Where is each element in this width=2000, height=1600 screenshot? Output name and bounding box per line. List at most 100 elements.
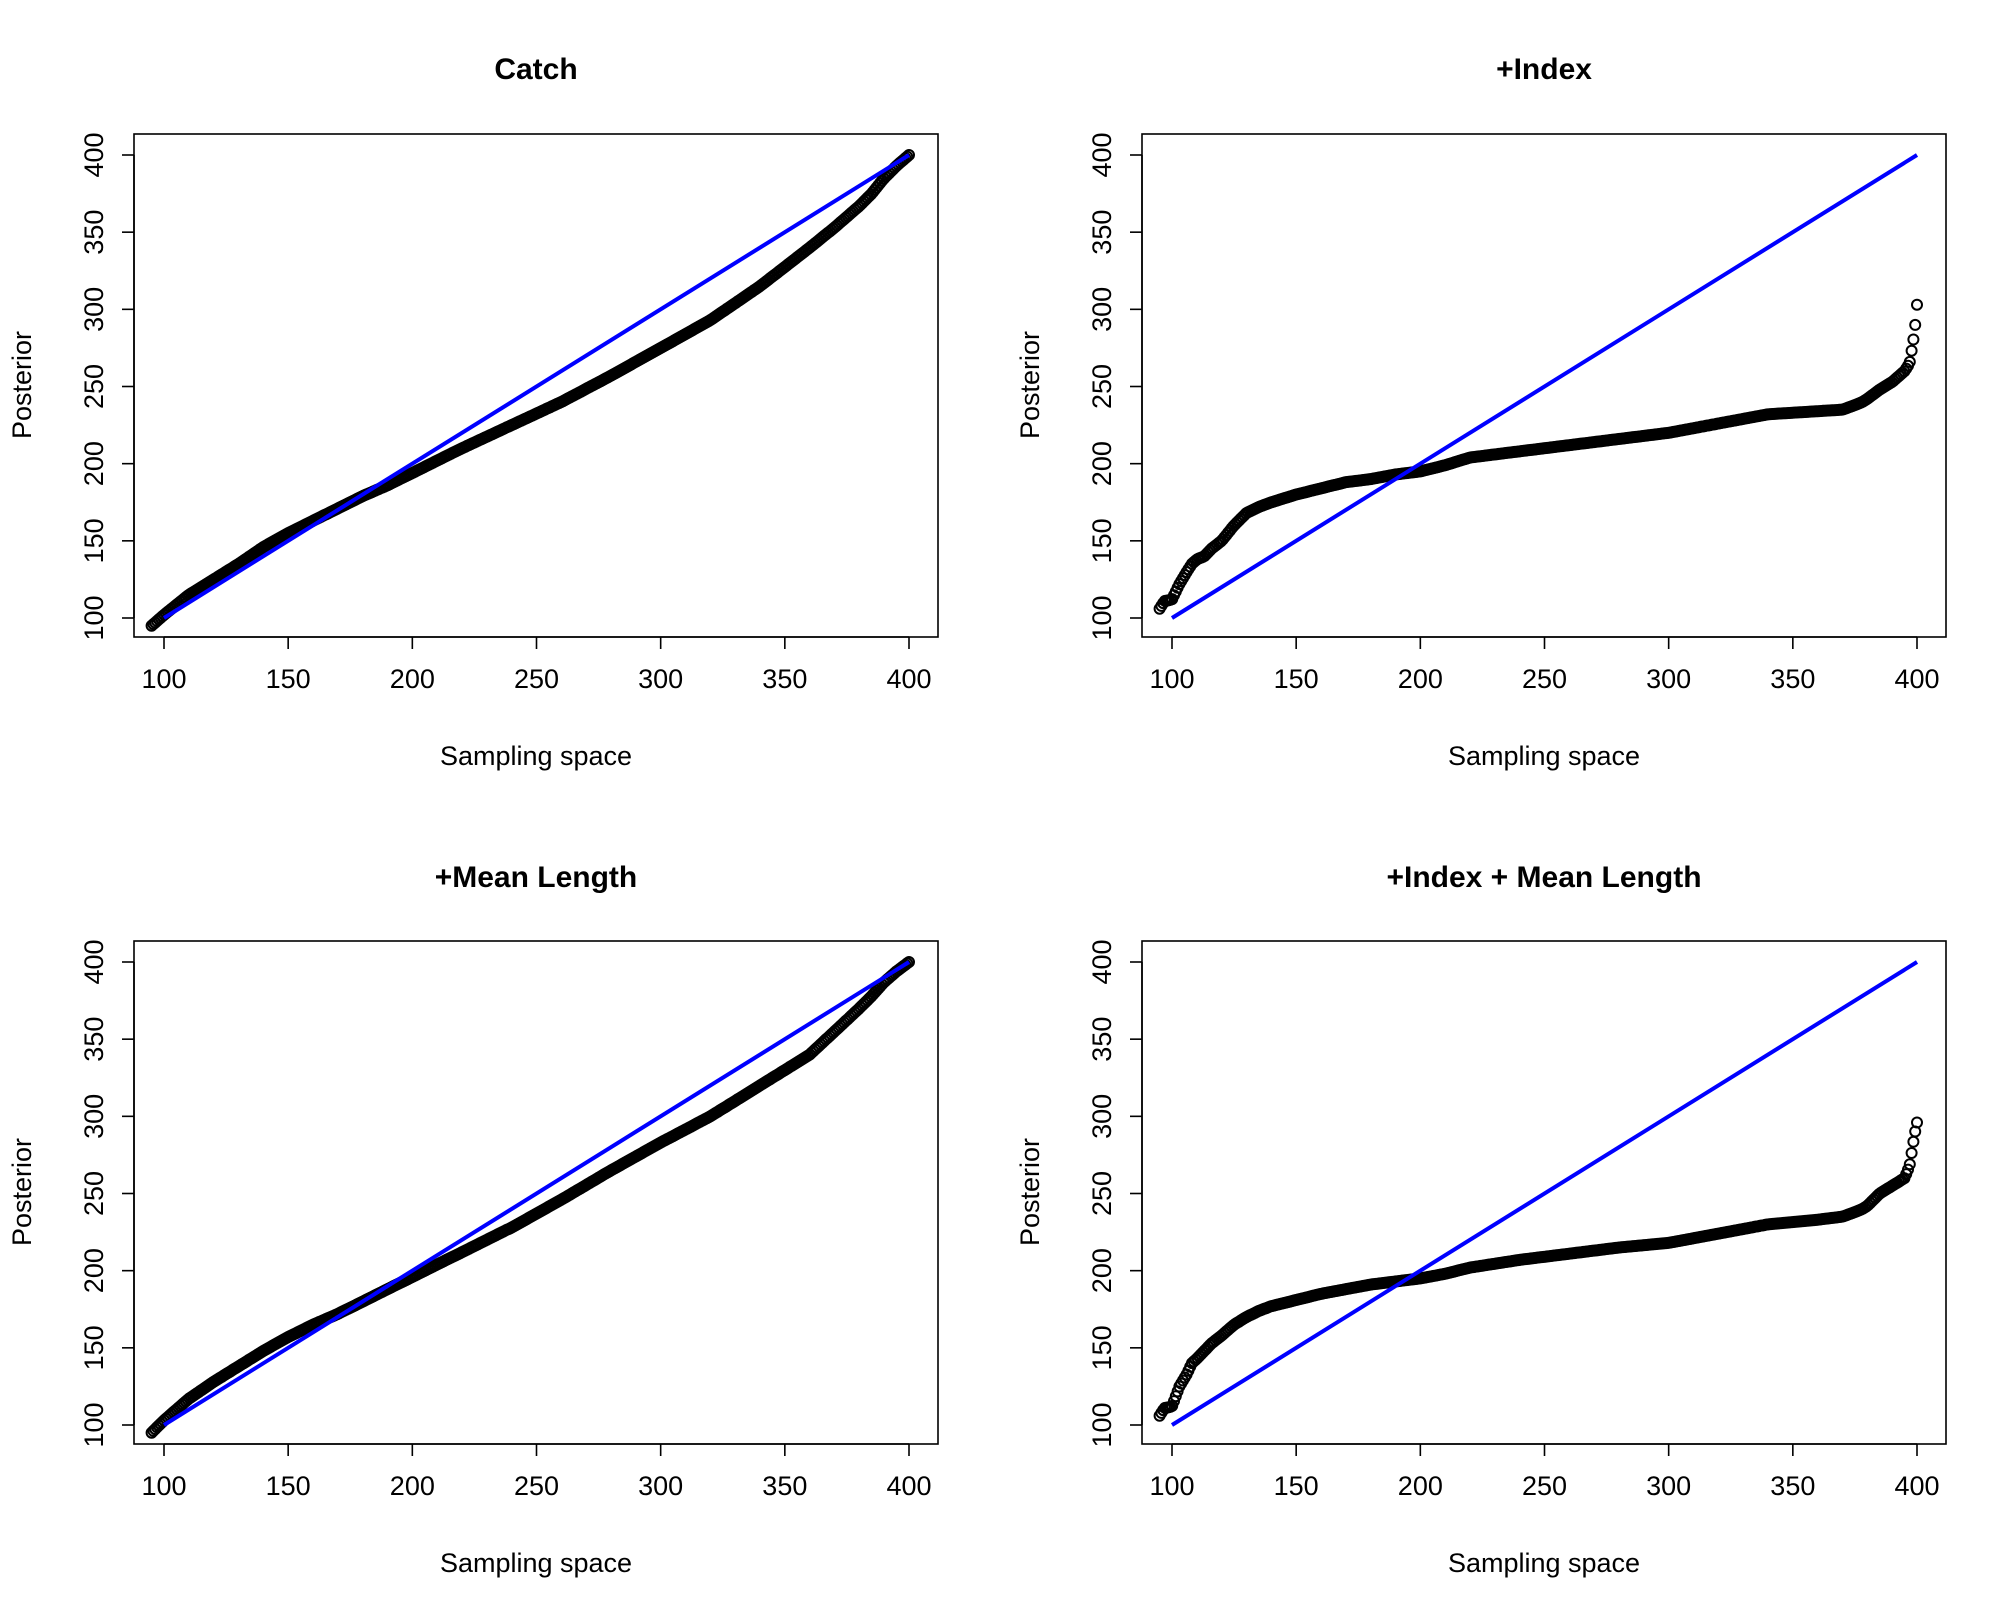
y-tick-label: 250 [79, 364, 109, 409]
y-axis-title: Posterior [1015, 331, 1045, 439]
x-tick-label: 300 [638, 1471, 683, 1501]
y-tick-label: 400 [1087, 132, 1117, 177]
y-tick-label: 150 [79, 1325, 109, 1370]
reference-line [162, 153, 911, 620]
panel-title: +Index + Mean Length [1386, 861, 1701, 894]
x-tick-label: 350 [1770, 1471, 1815, 1501]
panel-title: +Mean Length [435, 861, 638, 894]
y-axis-title: Posterior [1015, 1138, 1045, 1246]
y-tick-label: 200 [79, 1248, 109, 1293]
posterior-points [145, 956, 915, 1439]
one-to-one-line [1170, 153, 1919, 620]
y-tick-label: 350 [1087, 1017, 1117, 1062]
data-point [1903, 355, 1916, 368]
x-tick-label: 400 [1894, 1471, 1939, 1501]
y-tick-label: 250 [1087, 1171, 1117, 1216]
x-tick-label: 400 [1894, 664, 1939, 694]
data-point [1907, 333, 1920, 346]
x-tick-label: 400 [886, 1471, 931, 1501]
x-tick-label: 250 [1522, 664, 1567, 694]
data-point [901, 957, 914, 970]
y-axis: 100 150 200 250 300 350 400 [79, 939, 135, 1448]
x-axis: 100 150 200 250 300 350 400 [141, 636, 932, 694]
x-tick-label: 150 [1274, 664, 1319, 694]
one-to-one-line [1170, 960, 1919, 1427]
y-tick-label: 100 [1087, 595, 1117, 640]
data-point [1905, 1147, 1918, 1159]
y-tick-label: 400 [79, 939, 109, 984]
reference-line [162, 960, 911, 1427]
one-to-one-line [162, 960, 911, 1427]
y-tick-label: 100 [79, 595, 109, 640]
reference-line [1170, 153, 1919, 620]
x-tick-label: 150 [1274, 1471, 1319, 1501]
x-tick-label: 250 [1522, 1471, 1567, 1501]
x-tick-label: 100 [1149, 1471, 1194, 1501]
x-axis-title: Sampling space [440, 1548, 632, 1578]
y-axis: 100 150 200 250 300 350 400 [79, 132, 135, 641]
x-axis-title: Sampling space [440, 741, 632, 771]
y-axis: 100 150 200 250 300 350 400 [1087, 939, 1143, 1448]
x-tick-label: 100 [1149, 664, 1194, 694]
data-point [1911, 298, 1923, 311]
data-point [903, 149, 915, 161]
x-tick-label: 250 [514, 664, 559, 694]
panel-index: +Index 100 150 200 250 300 350 400 100 150 200 25… [1015, 53, 1947, 771]
posterior-points [1153, 298, 1923, 615]
y-tick-label: 300 [1087, 287, 1117, 332]
x-axis-title: Sampling space [1448, 741, 1640, 771]
y-axis-title: Posterior [7, 331, 37, 439]
y-tick-label: 200 [1087, 441, 1117, 486]
x-tick-label: 250 [514, 1471, 559, 1501]
y-tick-label: 400 [1087, 939, 1117, 984]
y-tick-label: 150 [1087, 518, 1117, 563]
data-point [1903, 1158, 1916, 1171]
panel-catch: Catch 100 150 200 250 300 350 400 100 150 200 250… [7, 53, 939, 771]
x-tick-label: 300 [638, 664, 683, 694]
y-axis-title: Posterior [7, 1138, 37, 1246]
y-tick-label: 150 [1087, 1325, 1117, 1370]
x-tick-label: 150 [266, 1471, 311, 1501]
posterior-points [145, 149, 915, 632]
y-tick-label: 350 [79, 210, 109, 255]
y-tick-label: 150 [79, 518, 109, 563]
data-point [1905, 344, 1918, 357]
data-point [1909, 318, 1922, 331]
panel-mean-length: +Mean Length 100 150 200 250 300 350 400 100 15… [7, 861, 939, 1578]
y-tick-label: 100 [79, 1402, 109, 1447]
panel-index-mean-length: +Index + Mean Length 100 150 200 250 300 350 4… [1015, 861, 1947, 1578]
y-tick-label: 200 [79, 441, 109, 486]
y-tick-label: 350 [79, 1017, 109, 1062]
x-tick-label: 200 [1398, 664, 1443, 694]
data-point [1911, 1116, 1923, 1129]
x-tick-label: 300 [1646, 664, 1691, 694]
data-point [903, 956, 915, 968]
y-tick-label: 250 [1087, 364, 1117, 409]
y-axis: 100 150 200 250 300 350 400 [1087, 132, 1143, 641]
y-tick-label: 350 [1087, 210, 1117, 255]
y-tick-label: 400 [79, 132, 109, 177]
x-axis-title: Sampling space [1448, 1548, 1640, 1578]
posterior-points [1153, 1116, 1923, 1422]
x-tick-label: 150 [266, 664, 311, 694]
x-tick-label: 100 [141, 664, 186, 694]
x-tick-label: 350 [762, 664, 807, 694]
x-axis: 100 150 200 250 300 350 400 [1149, 1443, 1940, 1501]
y-tick-label: 200 [1087, 1248, 1117, 1293]
reference-line [1170, 960, 1919, 1427]
x-axis: 100 150 200 250 300 350 400 [141, 1443, 932, 1501]
x-axis: 100 150 200 250 300 350 400 [1149, 636, 1940, 694]
one-to-one-line [162, 153, 911, 620]
panel-title: +Index [1496, 53, 1592, 86]
x-tick-label: 100 [141, 1471, 186, 1501]
x-tick-label: 350 [762, 1471, 807, 1501]
x-tick-label: 200 [1398, 1471, 1443, 1501]
x-tick-label: 300 [1646, 1471, 1691, 1501]
x-tick-label: 200 [390, 1471, 435, 1501]
data-point [1902, 1163, 1914, 1176]
data-point [901, 150, 914, 163]
x-tick-label: 350 [1770, 664, 1815, 694]
x-tick-label: 200 [390, 664, 435, 694]
panel-title: Catch [494, 53, 577, 86]
